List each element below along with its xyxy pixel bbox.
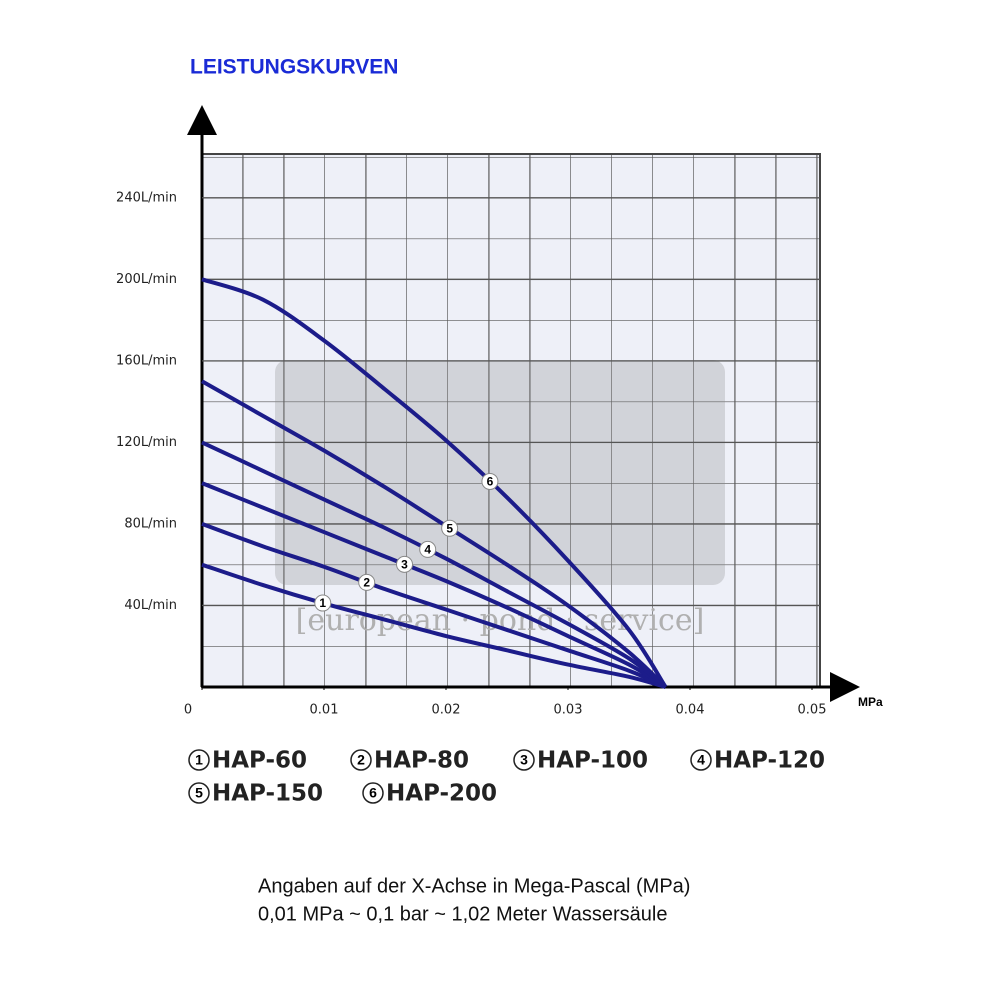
legend-label: HAP-150 (212, 781, 323, 807)
curve (201, 277, 668, 689)
curve-badge (314, 594, 332, 612)
curve-label: 6 (487, 475, 494, 489)
curve-badge (481, 472, 499, 490)
curve-badge (358, 573, 376, 591)
y-tick-label: 120L/min (116, 435, 177, 450)
curve (201, 522, 667, 689)
curve-label: 5 (446, 521, 453, 535)
curve-badge (396, 555, 414, 573)
x-tick-label: 0.03 (554, 703, 583, 718)
legend-badge (188, 749, 210, 771)
curve-label: 2 (363, 576, 370, 590)
curve (201, 562, 667, 689)
legend-number: 5 (195, 785, 203, 801)
y-tick-label: 200L/min (116, 272, 177, 287)
chart-title: LEISTUNGSKURVEN (190, 56, 398, 79)
curve (201, 440, 667, 689)
legend-number: 1 (195, 752, 203, 768)
legend-number: 6 (369, 785, 377, 801)
legend-label: HAP-100 (537, 748, 648, 774)
legend-number: 4 (697, 752, 705, 768)
curve-label: 4 (424, 543, 431, 557)
legend-badge (350, 749, 372, 771)
legend-badge (362, 782, 384, 804)
watermark-logo (275, 360, 725, 585)
note: 0,01 MPa ~ 0,1 bar ~ 1,02 Meter Wassersä… (258, 903, 667, 925)
x-tick-label: 0 (184, 703, 192, 718)
y-tick-label: 160L/min (116, 353, 177, 368)
curve-label: 3 (401, 558, 408, 572)
x-tick-label: 0.02 (432, 703, 461, 718)
legend-label: HAP-80 (374, 748, 469, 774)
y-tick-label: 240L/min (116, 190, 177, 205)
curve-badge (419, 540, 437, 558)
x-tick-label: 0.01 (310, 703, 339, 718)
curve (201, 481, 667, 689)
x-axis-label: MPa (858, 695, 883, 709)
curve-label: 1 (319, 596, 326, 610)
watermark: [european · pond · service] (296, 603, 705, 638)
legend-badge (690, 749, 712, 771)
note: Angaben auf der X-Achse in Mega-Pascal (… (258, 875, 690, 897)
legend-label: HAP-120 (714, 748, 825, 774)
legend-label: HAP-200 (386, 781, 497, 807)
legend-label: HAP-60 (212, 748, 307, 774)
x-tick-label: 0.05 (798, 703, 827, 718)
x-tick-label: 0.04 (676, 703, 705, 718)
y-tick-label: 80L/min (124, 516, 177, 531)
y-tick-label: 40L/min (124, 598, 177, 613)
legend-number: 2 (357, 752, 365, 768)
legend-number: 3 (520, 752, 528, 768)
curve-badge (441, 519, 459, 537)
legend-badge (188, 782, 210, 804)
legend-badge (513, 749, 535, 771)
